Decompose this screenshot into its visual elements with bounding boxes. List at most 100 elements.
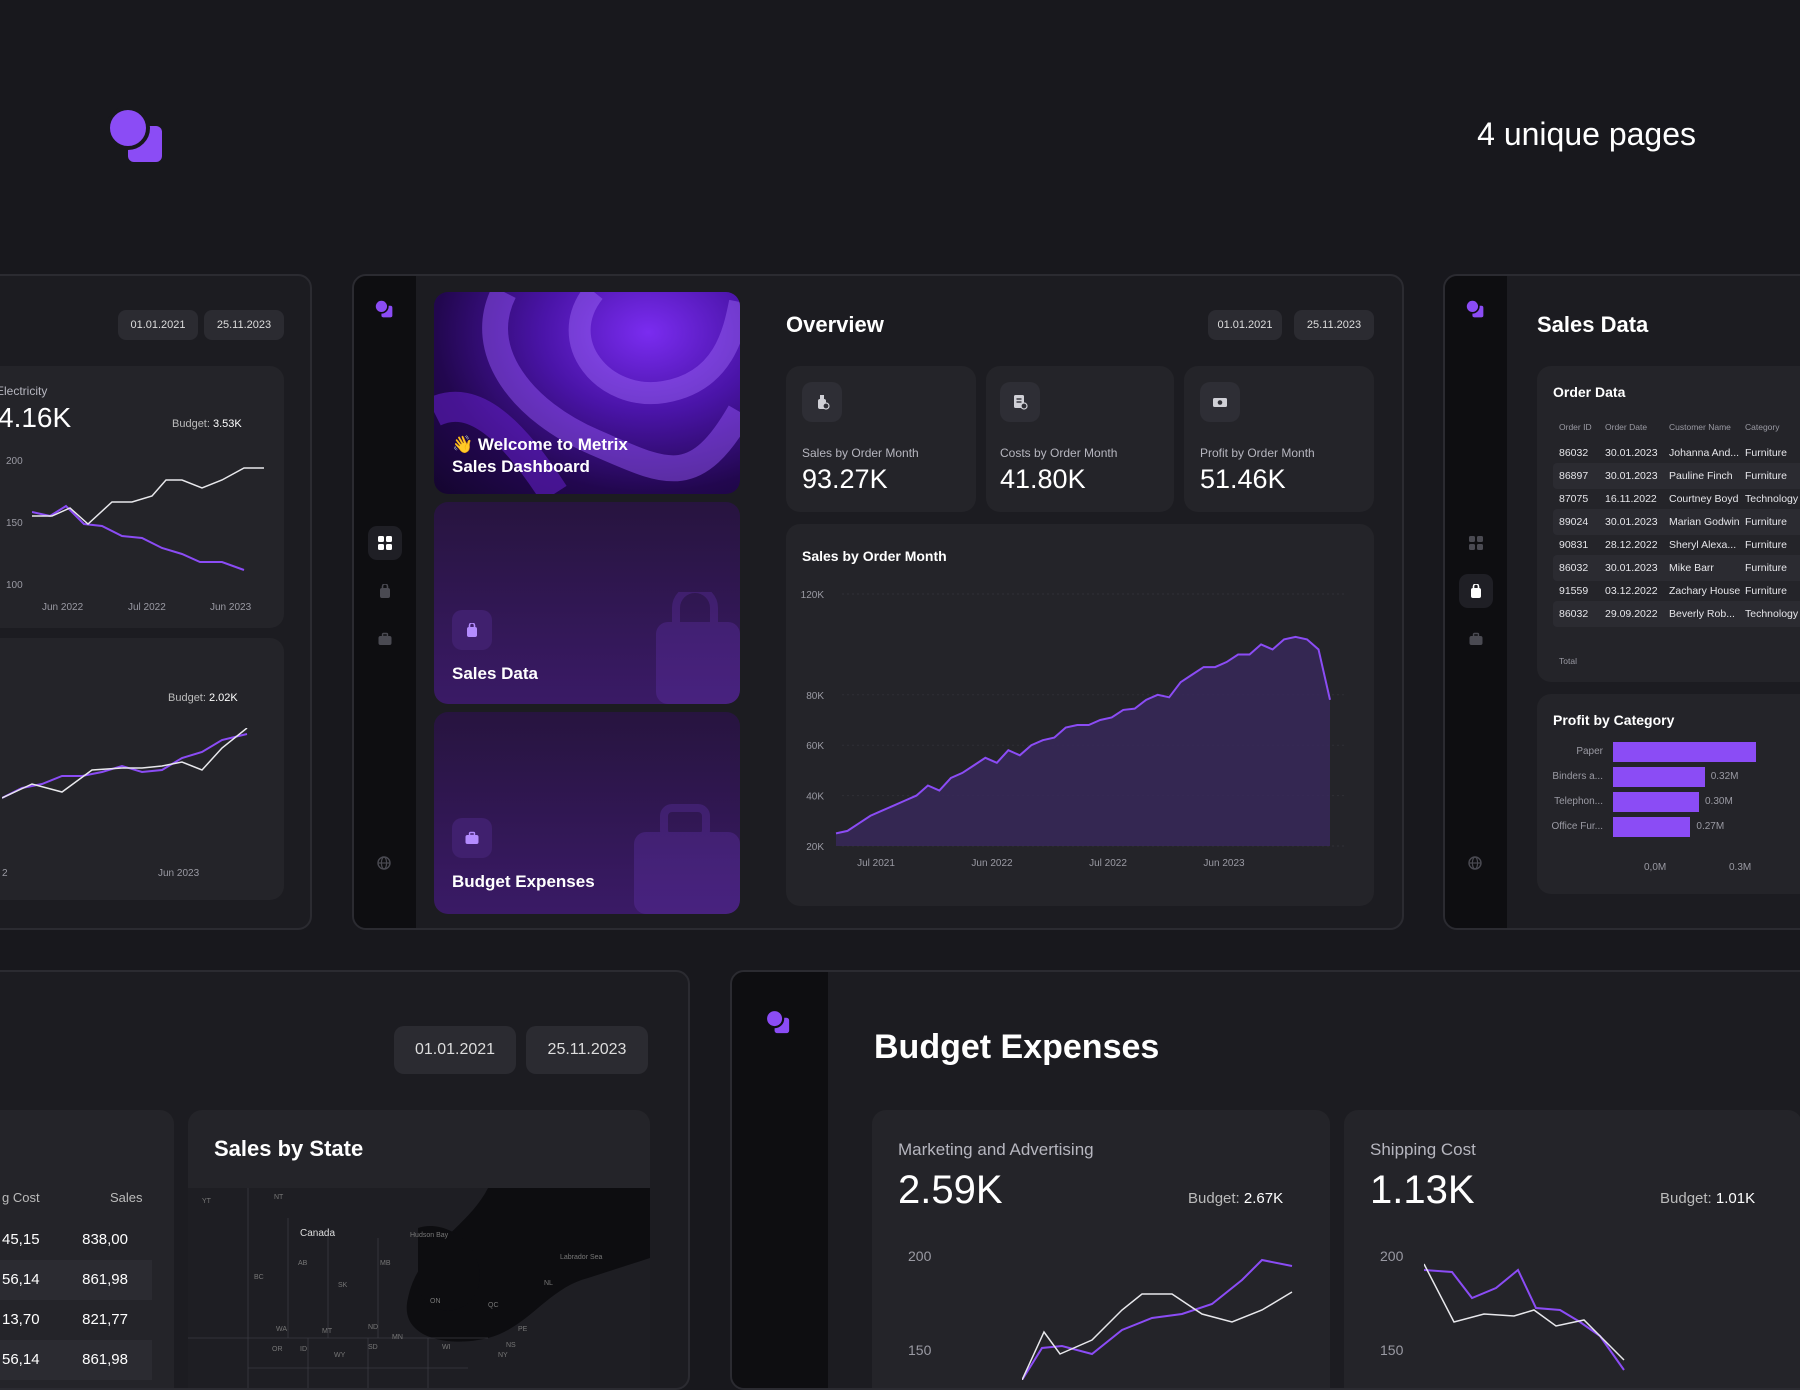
table-cell: 03.12.2022 <box>1605 585 1658 597</box>
budget-label: Budget: <box>172 418 210 430</box>
money-icon <box>1213 398 1227 407</box>
panel-sales-by-state: 01.01.2021 25.11.2023 g Cost Sales 45,15… <box>0 970 690 1390</box>
col-order-date: Order Date <box>1605 422 1648 432</box>
map[interactable]: YT NT Canada Hudson Bay Labrador Sea BC AB SK MB… <box>188 1188 650 1388</box>
col-order-id: Order ID <box>1559 422 1592 432</box>
kpi-sales: Sales by Order Month 93.27K <box>786 366 976 512</box>
card-label: Shipping Cost <box>1370 1140 1476 1159</box>
bag-icon <box>467 623 477 637</box>
budget-tile-label: Budget Expenses <box>452 872 595 891</box>
map-label: MT <box>322 1328 333 1335</box>
page-title: Sales Data <box>1537 312 1649 337</box>
table-row[interactable]: 56,14 861,98 <box>0 1340 152 1380</box>
nav-overview[interactable] <box>368 526 402 560</box>
date-to[interactable]: 25.11.2023 <box>204 310 284 340</box>
table-cell: Technology <box>1745 493 1799 505</box>
map-label: ID <box>300 1346 307 1353</box>
profit-bar[interactable] <box>1613 792 1699 812</box>
bar-value-label: 0.27M <box>1696 821 1725 832</box>
sales-by-state-card: Sales by State YT NT Canada Hudson Bay Labra… <box>188 1110 650 1388</box>
brand-logo <box>106 106 164 164</box>
sales-tile-label: Sales Data <box>452 664 538 683</box>
marketing-card: Marketing and Advertising 2.59K Budget: … <box>872 1110 1330 1388</box>
table-row[interactable]: 45,15 838,00 <box>0 1220 152 1260</box>
briefcase-icon <box>378 632 392 645</box>
profit-category-card: Profit by Category Paper Binders a... 0.32… <box>1537 694 1800 894</box>
table-row[interactable]: 86032 30.01.2023 Mike Barr Furniture <box>1553 555 1800 581</box>
sales-chart-card: Sales by Order Month 120K 80K 60K 40K 20K Jul… <box>786 524 1374 906</box>
date-from[interactable]: 01.01.2021 <box>1208 310 1282 340</box>
y-tick: 150 <box>908 1342 932 1358</box>
budget: Budget: 2.02K <box>168 692 238 704</box>
table-cell: Johanna And... <box>1669 447 1740 459</box>
bag-icon <box>656 592 740 704</box>
table-row[interactable]: 86032 29.09.2022 Beverly Rob... Technology <box>1553 601 1800 627</box>
chart-title: Sales by Order Month <box>802 548 947 564</box>
table-cell: 30.01.2023 <box>1605 447 1658 459</box>
sales-data-tile[interactable]: Sales Data <box>434 502 740 704</box>
date-from[interactable]: 01.01.2021 <box>394 1026 516 1074</box>
profit-bar[interactable] <box>1613 767 1705 787</box>
globe-icon[interactable] <box>377 856 391 870</box>
map-label: OR <box>272 1346 283 1353</box>
profit-bar[interactable] <box>1613 742 1757 762</box>
welcome-tile[interactable]: 👋 Welcome to Metrix Sales Dashboard <box>434 292 740 494</box>
panel-sales-data: Sales Data Order Data Order ID Order Dat… <box>1443 274 1800 930</box>
y-tick: 200 <box>908 1248 932 1264</box>
kpi-label: Sales by Order Month <box>802 446 919 460</box>
map-label: Labrador Sea <box>560 1254 603 1261</box>
table-cell: Beverly Rob... <box>1669 608 1735 620</box>
map-label: SD <box>368 1344 378 1351</box>
budget-value: 1.01K <box>1715 1190 1756 1207</box>
second-expense-card: Budget: 2.02K 2 Jun 2023 <box>0 638 284 900</box>
nav-overview[interactable] <box>1459 526 1493 560</box>
table-row[interactable]: 89024 30.01.2023 Marian Godwin Furniture <box>1553 509 1800 535</box>
bag-icon <box>380 584 390 598</box>
budget-label: Budget: <box>1660 1190 1712 1207</box>
grid-icon <box>1469 536 1483 550</box>
budget-expenses-tile[interactable]: Budget Expenses <box>434 712 740 914</box>
x-tick: 0.3M <box>1729 862 1752 873</box>
map-label: NY <box>498 1352 508 1359</box>
date-from[interactable]: 01.01.2021 <box>118 310 198 340</box>
nav-sales-data[interactable] <box>368 574 402 608</box>
series-line[interactable] <box>835 635 1331 835</box>
wave-emoji: 👋 <box>452 435 474 454</box>
table-row[interactable]: 87075 16.11.2022 Courtney Boyd Technology <box>1559 486 1800 512</box>
table-cell: Furniture <box>1745 539 1788 551</box>
globe-icon[interactable] <box>1468 856 1482 870</box>
table-row[interactable]: 91559 03.12.2022 Zachary House Furniture <box>1559 578 1800 604</box>
profit-bar[interactable] <box>1613 817 1691 837</box>
logo-icon <box>375 300 393 318</box>
table-row[interactable]: 86897 30.01.2023 Pauline Finch Furniture <box>1553 463 1800 489</box>
date-to[interactable]: 25.11.2023 <box>526 1026 648 1074</box>
map-label: YT <box>202 1198 211 1205</box>
date-to[interactable]: 25.11.2023 <box>1294 310 1374 340</box>
x-tick: 2 <box>2 868 8 879</box>
briefcase-icon <box>465 831 479 844</box>
kpi-costs: Costs by Order Month 41.80K <box>986 366 1174 512</box>
table-cell: 86032 <box>1559 447 1589 459</box>
budget-value: 2.02K <box>208 692 238 704</box>
expense-line-chart <box>2 728 248 799</box>
bar-value-label: 0.32M <box>1710 771 1739 782</box>
table-row[interactable]: 13,70 821,77 <box>0 1300 152 1340</box>
table-cell: 86897 <box>1559 470 1589 482</box>
map-label: BC <box>254 1274 264 1281</box>
page-title: Budget Expenses <box>874 1028 1160 1066</box>
table-cell: 16.11.2022 <box>1605 493 1657 505</box>
budget-value: 3.53K <box>212 418 242 430</box>
nav-budget[interactable] <box>368 622 402 656</box>
table-row[interactable]: 90831 28.12.2022 Sheryl Alexa... Furniture <box>1559 532 1800 558</box>
welcome-line-1: 👋 Welcome to Metrix <box>452 434 628 456</box>
nav-budget[interactable] <box>1459 622 1493 656</box>
map-label: SK <box>338 1282 348 1289</box>
bag-icon <box>1471 584 1481 598</box>
map-label: NL <box>544 1280 553 1287</box>
table-cell: Zachary House <box>1669 585 1741 597</box>
y-tick: 150 <box>6 518 23 529</box>
table-row[interactable]: 86032 30.01.2023 Johanna And... Furniture <box>1559 440 1800 466</box>
map-label: Canada <box>300 1228 336 1239</box>
nav-sales-data[interactable] <box>1459 574 1493 608</box>
table-row[interactable]: 56,14 861,98 <box>0 1260 152 1300</box>
